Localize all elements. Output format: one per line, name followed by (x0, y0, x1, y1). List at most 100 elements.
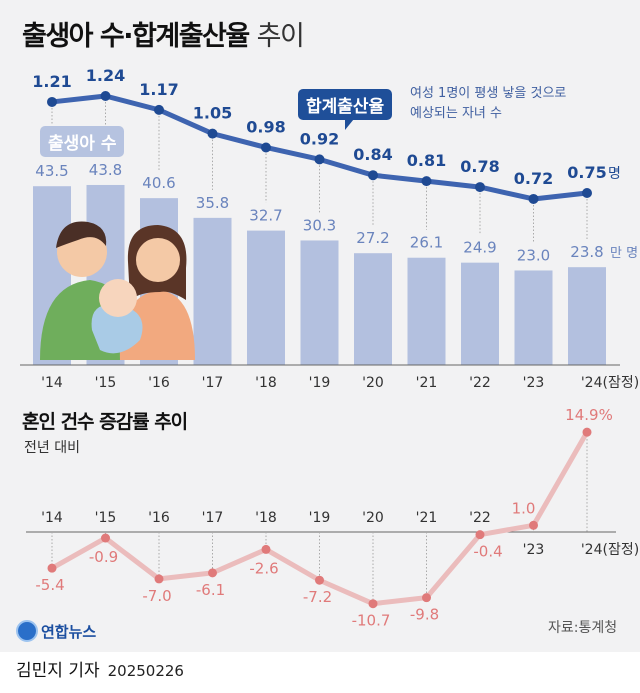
marriage-value-label: -7.2 (303, 588, 332, 606)
tfr-point (314, 154, 325, 165)
source-label: 자료:통계청 (548, 620, 618, 636)
marriage-value-label: -5.4 (35, 576, 64, 594)
yonhap-logo: 연합뉴스 (16, 620, 96, 642)
marriage-value-label: -7.0 (142, 587, 171, 605)
tfr-point (582, 188, 592, 199)
year-tick-label: '17 (202, 510, 224, 526)
year-tick-label: '15 (95, 510, 117, 526)
tfr-point (100, 91, 111, 101)
year-tick-label: '24(잠정) (581, 375, 639, 391)
tfr-point (528, 193, 539, 204)
birth-bar (300, 240, 339, 365)
birth-bar (514, 270, 553, 365)
marriage-value-label: 14.9% (565, 406, 613, 424)
birth-value-label: 24.9 (463, 239, 496, 257)
tfr-value-label: 1.05 (193, 104, 232, 123)
tfr-point (368, 170, 378, 181)
marriage-value-label: -0.9 (89, 548, 118, 566)
birth-value-label: 40.6 (142, 174, 175, 192)
year-tick-label: '24(잠정) (581, 542, 639, 558)
year-tick-label: '17 (202, 375, 224, 391)
marriage-point (47, 563, 57, 573)
year-tick-label: '18 (255, 375, 277, 391)
author: 김민지 기자 (16, 661, 100, 681)
birth-bar (407, 257, 446, 365)
tfr-value-label: 0.92 (300, 129, 339, 148)
birth-unit-label: 만 명 (610, 246, 638, 261)
tfr-point (154, 104, 164, 115)
birth-bar (354, 253, 392, 365)
birth-value-label: 35.8 (196, 194, 229, 212)
tfr-unit-label: 명 (608, 166, 621, 182)
title-main: 출생아 수·합계출산율 (22, 21, 250, 52)
tfr-value-label: 0.84 (353, 145, 392, 164)
publish-date: 20250226 (107, 662, 184, 680)
year-tick-label: '23 (523, 375, 545, 391)
year-tick-label: '20 (362, 375, 384, 391)
logo-globe-icon (16, 620, 38, 642)
year-tick-label: '16 (148, 510, 170, 526)
year-tick-label: '14 (41, 510, 63, 526)
marriage-point (101, 533, 110, 543)
marriage-value-label: -9.8 (410, 606, 439, 624)
year-tick-label: '19 (309, 375, 331, 391)
tfr-value-label: 1.21 (32, 72, 71, 91)
tfr-legend-badge: 합계출산율 (298, 89, 393, 120)
page-title: 출생아 수·합계출산율 추이 (22, 14, 305, 53)
footer-credit: 김민지 기자 20250226 (16, 656, 184, 681)
tfr-value-label: 1.17 (139, 80, 178, 99)
year-tick-label: '14 (41, 375, 63, 391)
title-suffix: 추이 (256, 21, 305, 52)
marriage-point (529, 520, 538, 530)
year-tick-label: '15 (95, 375, 117, 391)
tfr-point (475, 182, 485, 193)
tfr-point (207, 128, 218, 139)
marriage-point (208, 568, 217, 578)
marriage-chart-subtitle: 전년 대비 (24, 440, 80, 456)
year-tick-label: '23 (523, 542, 545, 558)
marriage-point (582, 427, 592, 437)
births-legend-badge: 출생아 수 (40, 126, 125, 157)
birth-bar (568, 267, 606, 365)
marriage-point (368, 599, 378, 609)
tfr-value-label: 0.72 (514, 169, 553, 188)
family-illustration-icon (40, 221, 195, 360)
birth-value-label: 27.2 (356, 229, 389, 247)
tfr-value-label: 0.78 (460, 157, 499, 176)
birth-value-label: 30.3 (303, 216, 336, 234)
marriage-value-label: -10.7 (352, 612, 391, 630)
birth-bar (461, 262, 499, 365)
marriage-value-label: -0.4 (473, 543, 502, 561)
marriage-chart-title: 혼인 건수 증감률 추이 (22, 411, 188, 433)
year-tick-label: '18 (255, 510, 277, 526)
year-tick-label: '16 (148, 375, 170, 391)
logo-text: 연합뉴스 (41, 622, 97, 641)
birth-bar (247, 230, 285, 365)
marriage-point (261, 544, 271, 554)
tfr-point (421, 176, 432, 187)
tfr-value-label: 0.81 (407, 151, 446, 170)
year-tick-label: '21 (416, 510, 438, 526)
year-tick-label: '22 (469, 375, 491, 391)
tfr-annotation: 여성 1명이 평생 낳을 것으로 예상되는 자녀 수 (410, 86, 567, 121)
birth-value-label: 43.5 (35, 162, 68, 180)
marriage-point (315, 575, 324, 585)
marriage-point (422, 593, 431, 603)
marriage-point (154, 574, 164, 584)
birth-value-label: 32.7 (249, 207, 282, 225)
tfr-point (261, 142, 271, 153)
year-tick-label: '19 (309, 510, 331, 526)
tfr-value-label: 0.98 (246, 117, 285, 136)
tfr-point (47, 96, 57, 107)
birth-value-label: 23.8 (570, 243, 603, 261)
marriage-point (475, 530, 485, 540)
tfr-value-label: 0.75 (567, 163, 606, 182)
marriage-value-label: -6.1 (196, 581, 225, 599)
marriage-value-label: -2.6 (249, 559, 278, 577)
birth-value-label: 26.1 (410, 234, 443, 252)
birth-value-label: 43.8 (89, 161, 122, 179)
year-tick-label: '22 (469, 510, 491, 526)
year-tick-label: '21 (416, 375, 438, 391)
birth-bar (193, 217, 232, 365)
